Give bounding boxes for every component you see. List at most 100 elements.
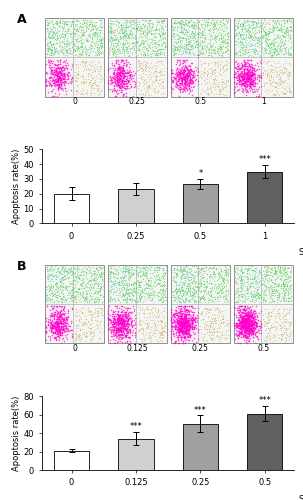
Point: [177, 329, 181, 337]
Point: [250, 52, 255, 60]
Point: [69, 286, 74, 294]
Point: [207, 52, 212, 60]
Point: [48, 264, 52, 272]
Point: [117, 278, 122, 286]
Point: [82, 31, 87, 39]
Point: [189, 45, 194, 53]
Point: [115, 82, 119, 90]
Point: [47, 290, 52, 298]
Point: [56, 302, 61, 310]
Point: [289, 292, 294, 300]
Point: [270, 52, 275, 60]
Point: [264, 320, 269, 328]
Point: [248, 42, 253, 50]
Point: [251, 274, 256, 282]
Point: [266, 41, 271, 49]
Point: [213, 332, 218, 340]
Point: [118, 88, 123, 96]
Point: [260, 20, 265, 28]
Point: [177, 326, 182, 334]
Point: [98, 278, 102, 286]
Point: [171, 314, 176, 322]
Point: [56, 69, 61, 77]
Point: [285, 26, 290, 34]
Point: [215, 331, 219, 339]
Point: [60, 50, 65, 58]
Point: [160, 272, 165, 280]
Point: [267, 39, 272, 47]
Point: [48, 42, 53, 50]
Point: [69, 270, 74, 278]
Point: [95, 270, 100, 278]
Point: [254, 288, 259, 296]
Point: [178, 313, 183, 321]
Point: [51, 92, 56, 100]
Point: [131, 28, 136, 36]
Point: [184, 320, 189, 328]
Point: [185, 306, 190, 314]
Point: [240, 38, 245, 46]
Point: [270, 50, 275, 58]
Point: [75, 27, 80, 35]
Point: [171, 310, 176, 318]
Point: [175, 298, 179, 306]
Point: [98, 16, 102, 24]
Point: [88, 307, 93, 315]
Point: [238, 317, 243, 325]
Point: [205, 278, 209, 285]
Point: [129, 314, 134, 322]
Point: [185, 321, 190, 329]
Point: [106, 324, 111, 332]
Point: [247, 304, 251, 312]
Point: [90, 26, 95, 34]
Point: [181, 322, 186, 330]
Point: [89, 324, 94, 332]
Point: [142, 20, 147, 28]
Point: [126, 279, 131, 287]
Point: [53, 280, 58, 288]
Point: [190, 262, 195, 270]
Point: [58, 45, 63, 53]
Point: [55, 322, 60, 330]
Point: [180, 284, 185, 292]
Point: [282, 324, 287, 332]
Point: [114, 76, 119, 84]
Text: *: *: [198, 169, 202, 178]
Point: [245, 318, 250, 326]
Point: [60, 313, 65, 321]
Point: [65, 316, 70, 324]
Point: [92, 40, 97, 48]
Point: [82, 294, 86, 302]
Point: [224, 44, 229, 52]
Point: [177, 68, 182, 76]
Point: [91, 332, 96, 340]
Point: [143, 66, 148, 74]
Point: [110, 280, 115, 288]
Point: [224, 294, 228, 302]
Point: [90, 18, 95, 26]
Point: [212, 263, 217, 271]
Point: [46, 46, 51, 54]
Point: [179, 302, 184, 310]
Point: [193, 338, 198, 346]
Point: [248, 326, 253, 334]
Point: [183, 28, 188, 36]
Point: [191, 298, 196, 306]
Point: [246, 320, 251, 328]
Point: [250, 278, 255, 286]
Point: [274, 20, 279, 28]
Point: [178, 38, 183, 46]
Point: [49, 284, 54, 292]
Point: [119, 25, 124, 33]
Point: [123, 84, 128, 92]
Point: [282, 288, 287, 296]
Point: [269, 268, 274, 276]
Point: [181, 84, 185, 92]
Point: [140, 61, 145, 69]
Point: [171, 50, 176, 58]
Point: [110, 80, 115, 88]
Point: [111, 47, 116, 55]
Point: [84, 270, 89, 278]
Point: [145, 28, 149, 36]
Point: [181, 318, 186, 326]
